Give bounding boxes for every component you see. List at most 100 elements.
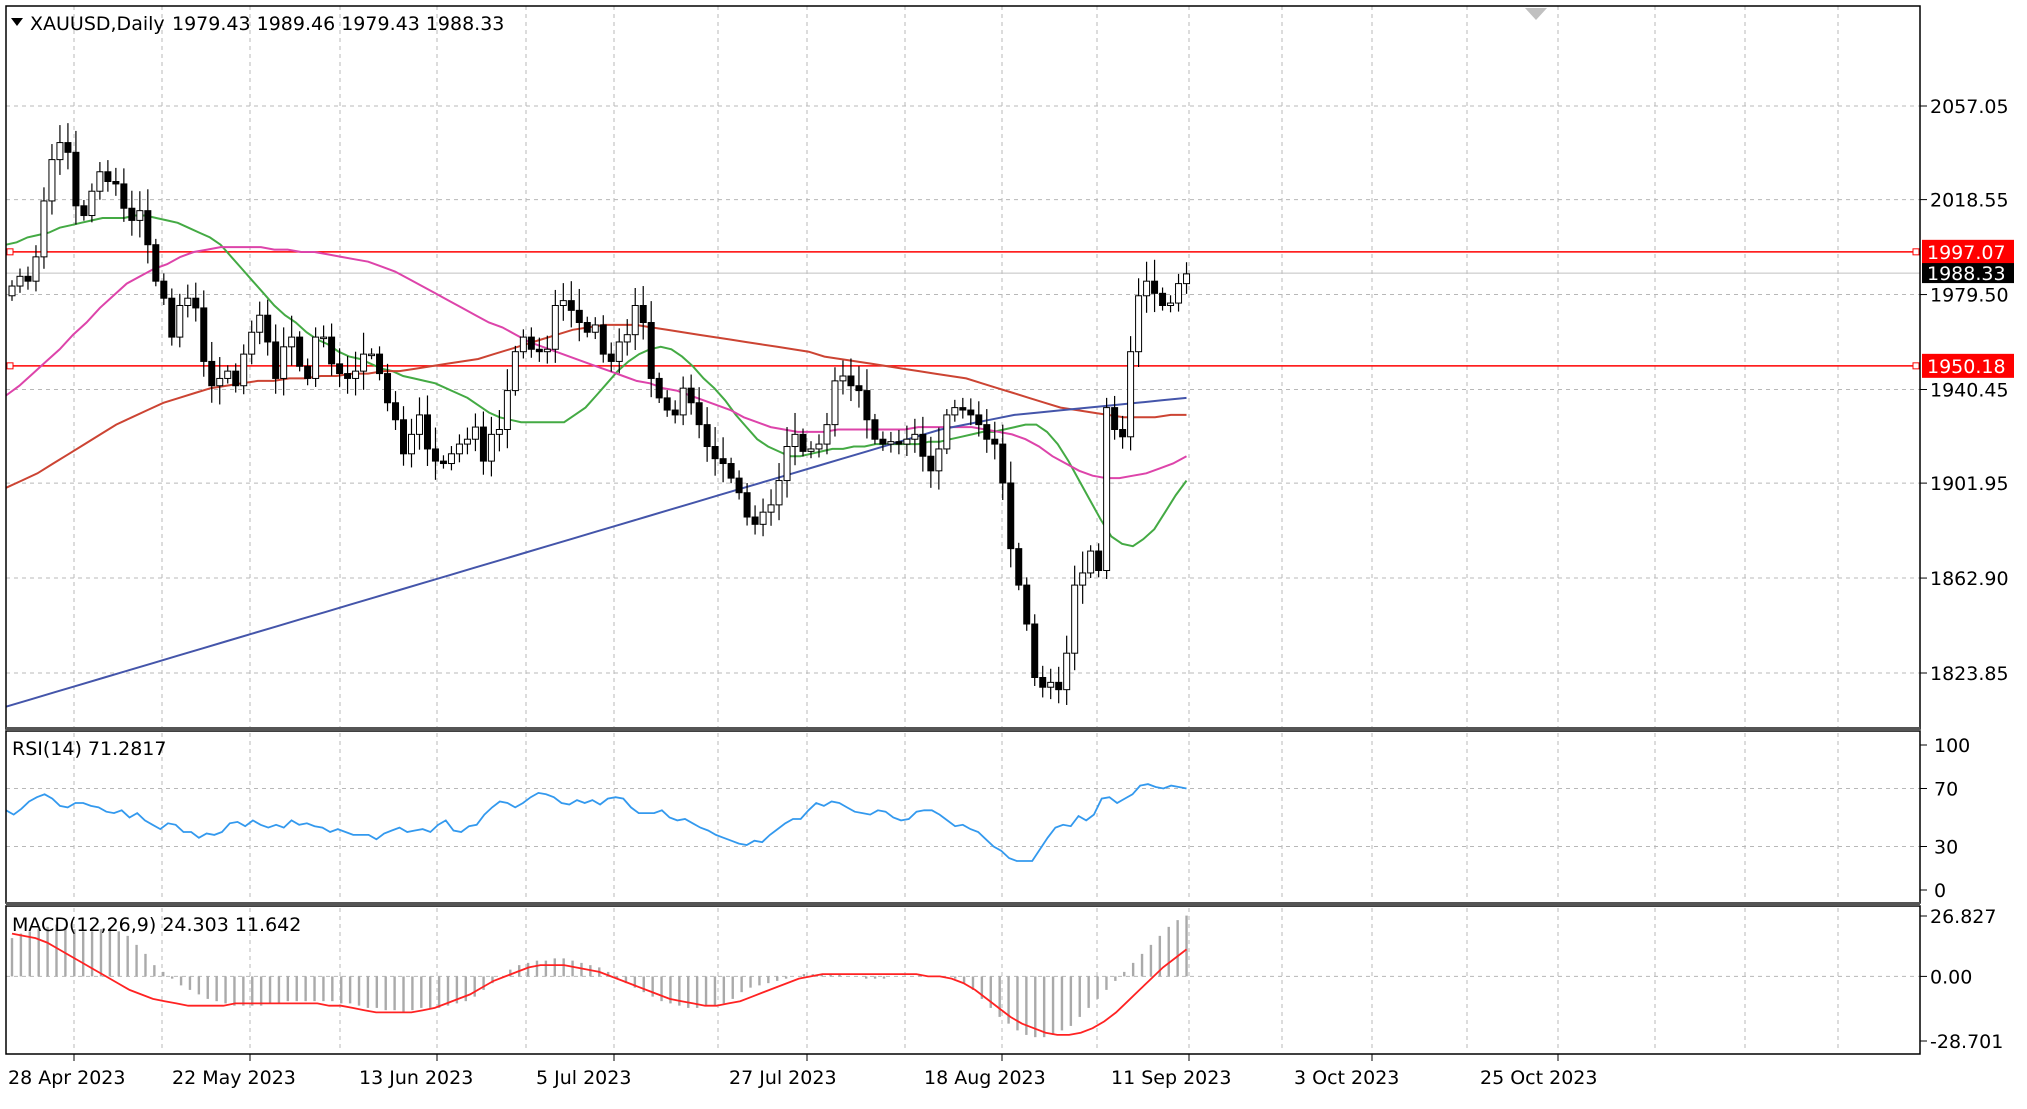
candlestick xyxy=(815,434,823,458)
symbol-name: XAUUSD,Daily xyxy=(30,13,165,35)
date-tick-label: 27 Jul 2023 xyxy=(729,1067,837,1089)
bear-candle-body xyxy=(392,402,400,421)
bear-candle-body xyxy=(927,455,935,472)
candlestick xyxy=(1119,415,1127,449)
price-tick-label: 1979.50 xyxy=(1930,285,2009,307)
candlestick xyxy=(48,144,56,215)
candlestick xyxy=(423,395,431,466)
grid xyxy=(6,6,1920,1052)
bear-candle-body xyxy=(687,387,695,404)
bear-candle-body xyxy=(423,414,431,450)
candlestick xyxy=(975,401,983,437)
bear-candle-body xyxy=(1015,548,1023,586)
bull-candle-body xyxy=(591,324,599,333)
bull-candle-body xyxy=(1135,295,1143,353)
candlestick xyxy=(1135,278,1143,368)
candlestick xyxy=(312,327,320,387)
dropdown-triangle-icon[interactable] xyxy=(11,18,23,26)
bear-candle-body xyxy=(104,171,112,182)
shift-marker-icon[interactable] xyxy=(1525,8,1547,20)
candlestick xyxy=(439,455,447,469)
candlestick xyxy=(1143,261,1151,313)
bull-candle-body xyxy=(1167,302,1175,306)
candlestick xyxy=(695,387,703,439)
bear-candle-body xyxy=(1119,428,1127,438)
bear-candle-body xyxy=(655,377,663,399)
bull-candle-body xyxy=(8,285,16,297)
bull-candle-body xyxy=(248,331,256,355)
bear-candle-body xyxy=(112,180,120,185)
bull-candle-body xyxy=(360,353,368,372)
candlestick xyxy=(136,191,144,238)
candlestick xyxy=(687,374,695,415)
bear-candle-body xyxy=(1055,681,1063,691)
current-price-label: 1988.33 xyxy=(1927,263,2006,285)
bear-candle-body xyxy=(128,207,136,221)
macd-signal-line xyxy=(11,932,1188,1036)
bear-candle-body xyxy=(400,419,408,455)
candlestick xyxy=(1151,259,1159,313)
bull-candle-body xyxy=(455,443,463,455)
candlestick xyxy=(703,407,711,462)
bear-candle-body xyxy=(272,341,280,379)
candlestick xyxy=(831,367,839,437)
candlestick xyxy=(463,427,471,455)
candlestick xyxy=(607,342,615,372)
bull-candle-body xyxy=(1175,283,1183,304)
rsi-tick-label: 100 xyxy=(1934,735,1970,757)
bear-candle-body xyxy=(647,322,655,379)
candlestick xyxy=(895,429,903,455)
candlestick xyxy=(256,301,264,345)
bear-candle-body xyxy=(863,390,871,421)
date-tick-label: 28 Apr 2023 xyxy=(8,1067,125,1089)
bear-candle-body xyxy=(567,300,575,311)
bull-candle-body xyxy=(775,480,783,506)
candlestick xyxy=(519,329,527,359)
level-anchor-left xyxy=(6,248,14,256)
level-anchor-right xyxy=(1912,362,1920,370)
candlestick xyxy=(400,406,408,466)
candlestick xyxy=(1167,295,1175,313)
bear-candle-body xyxy=(991,438,999,445)
bull-candle-body xyxy=(759,511,767,525)
candlestick xyxy=(1159,287,1167,311)
candlestick xyxy=(1127,336,1135,451)
candlestick xyxy=(719,437,727,483)
date-tick-label: 3 Oct 2023 xyxy=(1294,1067,1399,1089)
candlestick xyxy=(599,315,607,363)
date-tick-label: 11 Sep 2023 xyxy=(1111,1067,1231,1089)
bear-candle-body xyxy=(1111,407,1119,430)
candlestick xyxy=(783,427,791,498)
candlestick xyxy=(935,427,943,490)
bull-candle-body xyxy=(48,159,56,202)
candlestick xyxy=(583,316,591,338)
candlestick xyxy=(567,281,575,328)
rsi-tick-label: 30 xyxy=(1934,837,1958,859)
bear-candle-body xyxy=(703,424,711,448)
candlestick xyxy=(88,183,96,223)
level-price-label: 1997.07 xyxy=(1927,242,2006,264)
candlestick xyxy=(847,358,855,402)
date-tick-label: 18 Aug 2023 xyxy=(924,1067,1046,1089)
candlestick xyxy=(871,413,879,445)
candlestick xyxy=(128,190,136,236)
candlesticks[interactable] xyxy=(8,123,1191,705)
candlestick xyxy=(120,168,128,222)
macd-tick-label: 26.827 xyxy=(1930,906,1996,928)
candlestick xyxy=(408,418,415,468)
price-tick-label: 2018.55 xyxy=(1930,190,2009,212)
bear-candle-body xyxy=(200,307,208,362)
bull-candle-body xyxy=(503,390,511,430)
bear-candle-body xyxy=(1007,482,1015,550)
candlestick xyxy=(495,410,503,452)
price-tick-label: 2057.05 xyxy=(1930,96,2009,118)
bull-candle-body xyxy=(679,387,687,416)
bull-candle-body xyxy=(216,377,224,387)
bull-candle-body xyxy=(631,304,639,336)
bear-candle-body xyxy=(328,336,336,365)
bear-candle-body xyxy=(975,414,983,426)
candlestick xyxy=(248,320,256,365)
candlestick xyxy=(208,341,216,403)
bear-candle-body xyxy=(64,142,72,153)
